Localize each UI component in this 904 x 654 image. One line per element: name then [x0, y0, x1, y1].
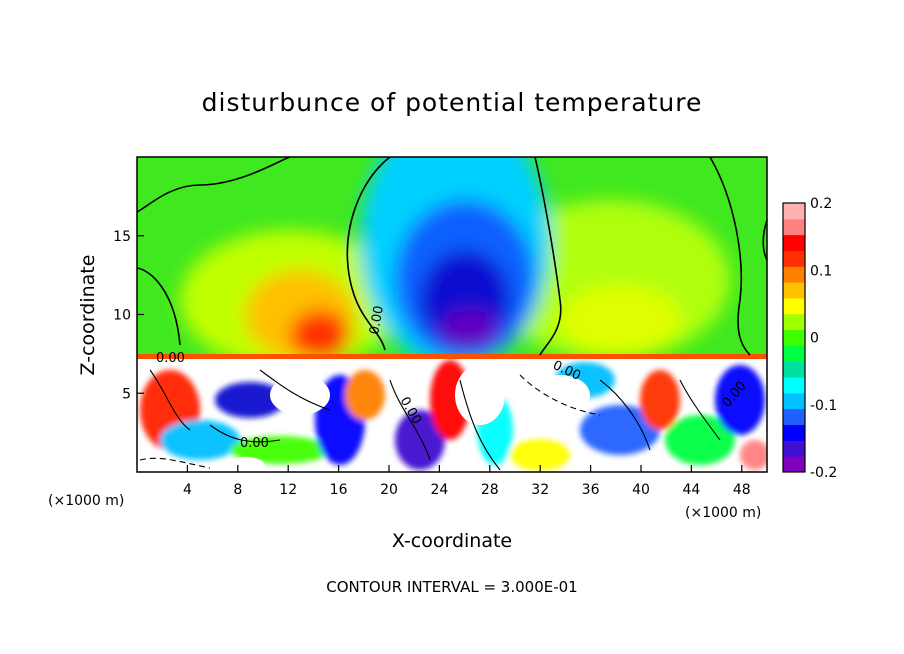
colorbar-swatch — [783, 313, 805, 331]
x-tick-label: 8 — [233, 482, 242, 498]
colorbar — [782, 202, 806, 473]
x-tick-label: 12 — [279, 482, 297, 498]
colorbar-swatch — [783, 361, 805, 378]
x-tick-label: 40 — [632, 482, 650, 498]
colorbar-swatch — [783, 392, 805, 410]
colorbar-swatch — [783, 266, 805, 283]
colorbar-tick-label: 0.1 — [810, 263, 832, 279]
y-axis: 5 10 15 — [113, 229, 144, 402]
x-unit-left: (×1000 m) — [48, 493, 124, 509]
contour-label: 0.00 — [156, 351, 185, 366]
y-axis-label: Z-coordinate — [77, 255, 99, 376]
colorbar-swatch — [783, 329, 805, 346]
x-unit-right: (×1000 m) — [685, 505, 761, 521]
colorbar-swatch — [783, 297, 805, 315]
contour-interval-note: CONTOUR INTERVAL = 3.000E-01 — [326, 578, 577, 596]
colorbar-tick-label: -0.1 — [810, 398, 837, 414]
colorbar-swatch — [783, 282, 805, 299]
colorbar-tick-label: 0.2 — [810, 196, 832, 212]
x-axis-label: X-coordinate — [392, 530, 512, 552]
x-tick-label: 4 — [183, 482, 192, 498]
colorbar-swatch — [783, 234, 805, 251]
contour-label: 0.00 — [240, 436, 269, 451]
x-tick-label: 44 — [682, 482, 700, 498]
colorbar-frame — [782, 202, 806, 473]
x-tick-label: 36 — [582, 482, 600, 498]
x-tick-label: 32 — [531, 482, 549, 498]
colorbar-swatch — [783, 456, 805, 473]
colorbar-tick-label: -0.2 — [810, 465, 837, 481]
chart-title: disturbunce of potential temperature — [202, 88, 703, 117]
contour-label: 0.00 — [367, 305, 387, 336]
x-tick-label: 48 — [733, 482, 751, 498]
x-axis: 4 8 12 16 20 24 28 32 36 40 44 48 — [183, 465, 751, 498]
x-tick-label: 16 — [330, 482, 348, 498]
y-tick-label: 15 — [113, 229, 131, 245]
colorbar-swatch — [783, 440, 805, 457]
y-tick-label: 5 — [122, 386, 131, 402]
colorbar-swatch — [783, 250, 805, 267]
x-tick-label: 28 — [481, 482, 499, 498]
colorbar-swatch — [783, 218, 805, 236]
x-tick-label: 20 — [380, 482, 398, 498]
x-tick-label: 24 — [430, 482, 448, 498]
colorbar-swatch — [783, 377, 805, 394]
colorbar-swatch — [783, 424, 805, 441]
colorbar-swatch — [783, 408, 805, 426]
colorbar-swatch — [783, 203, 805, 220]
heatmap-field — [136, 156, 768, 472]
colorbar-swatch — [783, 345, 805, 362]
colorbar-tick-label: 0 — [810, 331, 819, 347]
y-tick-label: 10 — [113, 308, 131, 324]
colorbar-ticks: -0.2 -0.1 0 0.1 0.2 — [810, 196, 837, 481]
